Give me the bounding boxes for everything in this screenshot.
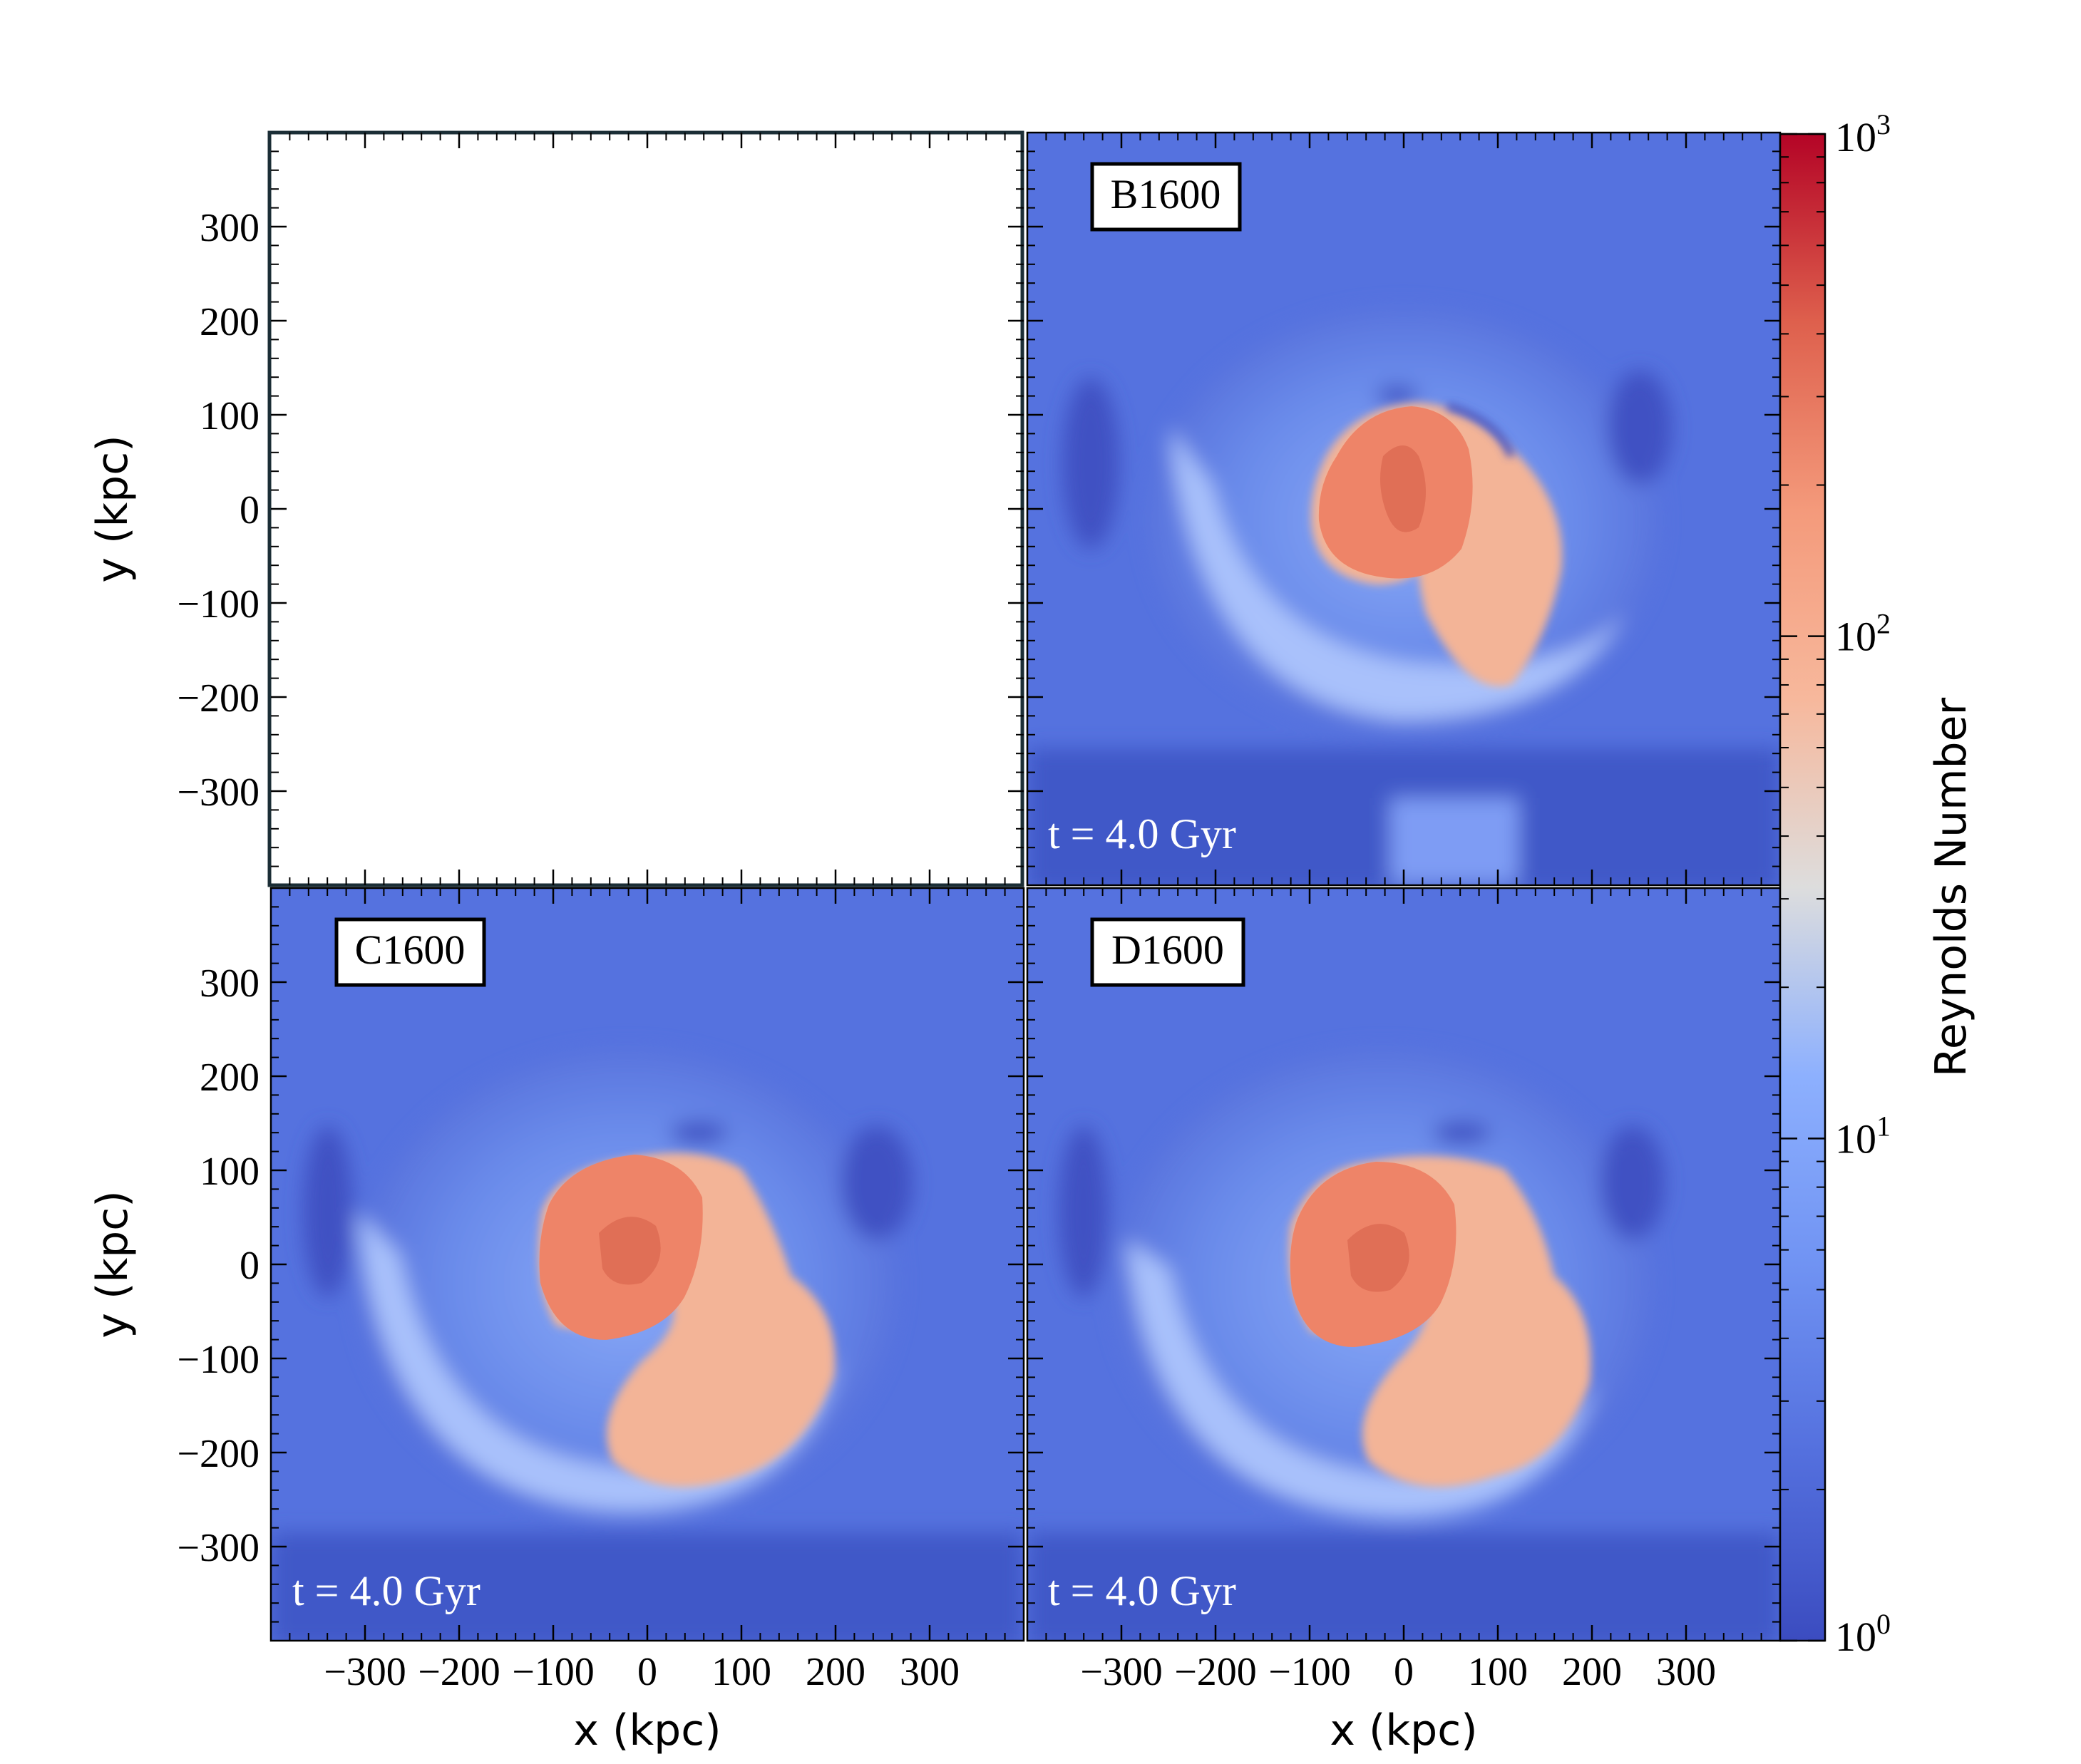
y-tick-label: −300 [177,1526,260,1570]
colorbar-label: Reynolds Number [1926,698,1976,1078]
x-tick-label: 100 [711,1650,771,1694]
x-tick-label: −200 [1174,1650,1257,1694]
time-label-c1600: t = 4.0 Gyr [292,1567,481,1614]
x-tick-label: −300 [324,1650,406,1694]
y-tick-label: 100 [200,1150,260,1194]
svg-text:C1600: C1600 [355,927,466,973]
x-tick-label: 100 [1468,1650,1528,1694]
x-tick-label: 0 [637,1650,657,1694]
colorbar-tick-label: 103 [1835,108,1891,160]
panel-label-c1600: C1600 [334,917,486,987]
y-tick-label: 300 [200,206,260,250]
y-tick-label: 0 [240,1244,260,1288]
x-tick-label: 300 [1656,1650,1716,1694]
colorbar-tick-label: 102 [1835,608,1891,660]
y-tick-label: 300 [200,961,260,1006]
svg-text:B1600: B1600 [1111,171,1221,217]
tick-labels: −300−200−1000100200300−300−200−100010020… [177,206,1716,1694]
x-tick-label: −100 [512,1650,595,1694]
y-tick-label: 200 [200,300,260,344]
x-tick-label: 300 [900,1650,960,1694]
x-tick-label: 200 [806,1650,865,1694]
axis-ticks [271,133,1780,1641]
y-tick-label: −300 [177,770,260,815]
svg-text:D1600: D1600 [1111,927,1224,973]
time-label-d1600: t = 4.0 Gyr [1048,1567,1236,1614]
y-tick-label: 200 [200,1056,260,1100]
panel-label-b1600: B1600 [1090,162,1242,232]
colorbar-tick-label: 101 [1835,1110,1891,1162]
panel-b1600 [1027,133,1780,885]
x-axis-label-left: x (kpc) [573,1706,721,1755]
colorbar-ticks: 100 101 102 103 [1780,108,1891,1660]
x-tick-label: 0 [1394,1650,1414,1694]
y-tick-label: 100 [200,394,260,438]
panel-d1600 [1027,888,1780,1641]
panel-label-d1600: D1600 [1090,917,1245,987]
x-tick-label: 200 [1562,1650,1622,1694]
x-tick-label: −100 [1268,1650,1351,1694]
y-tick-label: −200 [177,1432,260,1476]
x-axis-label-right: x (kpc) [1330,1706,1477,1755]
y-tick-label: −100 [177,582,260,626]
panel-c1600 [271,888,1024,1641]
y-axis-label-bottom: y (kpc) [88,1190,138,1338]
panel-top-left-blank [267,130,1024,887]
time-label-b1600: t = 4.0 Gyr [1048,810,1236,857]
x-tick-label: −200 [418,1650,500,1694]
x-tick-label: −300 [1080,1650,1163,1694]
y-tick-label: −100 [177,1338,260,1382]
colorbar [1779,133,1826,1642]
y-axis-label-top: y (kpc) [88,435,138,582]
y-tick-label: 0 [240,488,260,532]
y-tick-label: −200 [177,676,260,721]
colorbar-tick-label: 100 [1835,1608,1891,1660]
